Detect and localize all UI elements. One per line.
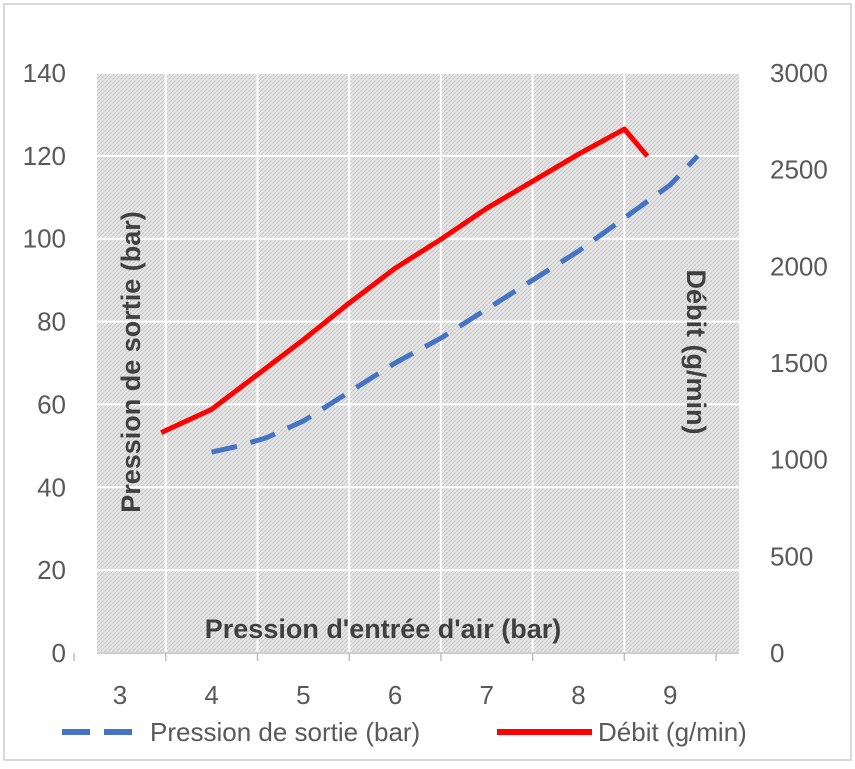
y2-tick-label: 1500 bbox=[770, 348, 828, 378]
tick-labels: 0 20 40 60 80 100 120 140 0 500 1000 1500 2000 2500 30… bbox=[23, 58, 828, 710]
y2-tick-label: 2500 bbox=[770, 155, 828, 185]
x-tick-label: 4 bbox=[204, 680, 218, 710]
x-tick-label: 8 bbox=[571, 680, 585, 710]
x-tick-label: 6 bbox=[388, 680, 402, 710]
y2-axis-title: Débit (g/min) bbox=[681, 270, 711, 435]
x-tick-label: 9 bbox=[663, 680, 677, 710]
legend-label-pression: Pression de sortie (bar) bbox=[150, 717, 420, 747]
y2-tick-label: 500 bbox=[770, 541, 813, 571]
legend: Pression de sortie (bar) Débit (g/min) bbox=[62, 717, 747, 747]
y-tick-label: 80 bbox=[37, 307, 66, 337]
y-tick-label: 20 bbox=[37, 555, 66, 585]
y2-tick-label: 3000 bbox=[770, 58, 828, 88]
y-tick-label: 40 bbox=[37, 472, 66, 502]
y-tick-label: 120 bbox=[23, 141, 66, 171]
plot-area bbox=[97, 73, 739, 653]
series-layer bbox=[160, 126, 700, 455]
y2-tick-label: 0 bbox=[770, 638, 784, 668]
y-tick-label: 140 bbox=[23, 58, 66, 88]
y-tick-label: 100 bbox=[23, 224, 66, 254]
x-tick-label: 3 bbox=[113, 680, 127, 710]
y2-tick-label: 1000 bbox=[770, 445, 828, 475]
legend-label-debit: Débit (g/min) bbox=[598, 717, 747, 747]
y-tick-label: 0 bbox=[52, 638, 66, 668]
x-axis-title: Pression d'entrée d'air (bar) bbox=[205, 614, 561, 644]
series-line-pression-de-sortie bbox=[211, 154, 700, 455]
y-axis-title: Pression de sortie (bar) bbox=[116, 211, 146, 513]
grid-lines bbox=[73, 72, 739, 661]
x-tick-label: 5 bbox=[296, 680, 310, 710]
y2-tick-label: 2000 bbox=[770, 251, 828, 281]
x-tick-label: 7 bbox=[480, 680, 494, 710]
y-tick-label: 60 bbox=[37, 389, 66, 419]
series-line-debit bbox=[160, 126, 650, 435]
